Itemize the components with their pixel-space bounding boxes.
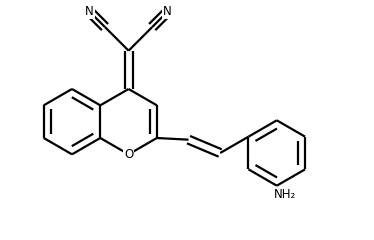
Text: O: O: [124, 148, 133, 161]
Text: NH₂: NH₂: [274, 188, 296, 202]
Text: N: N: [85, 5, 94, 18]
Text: N: N: [163, 5, 172, 18]
